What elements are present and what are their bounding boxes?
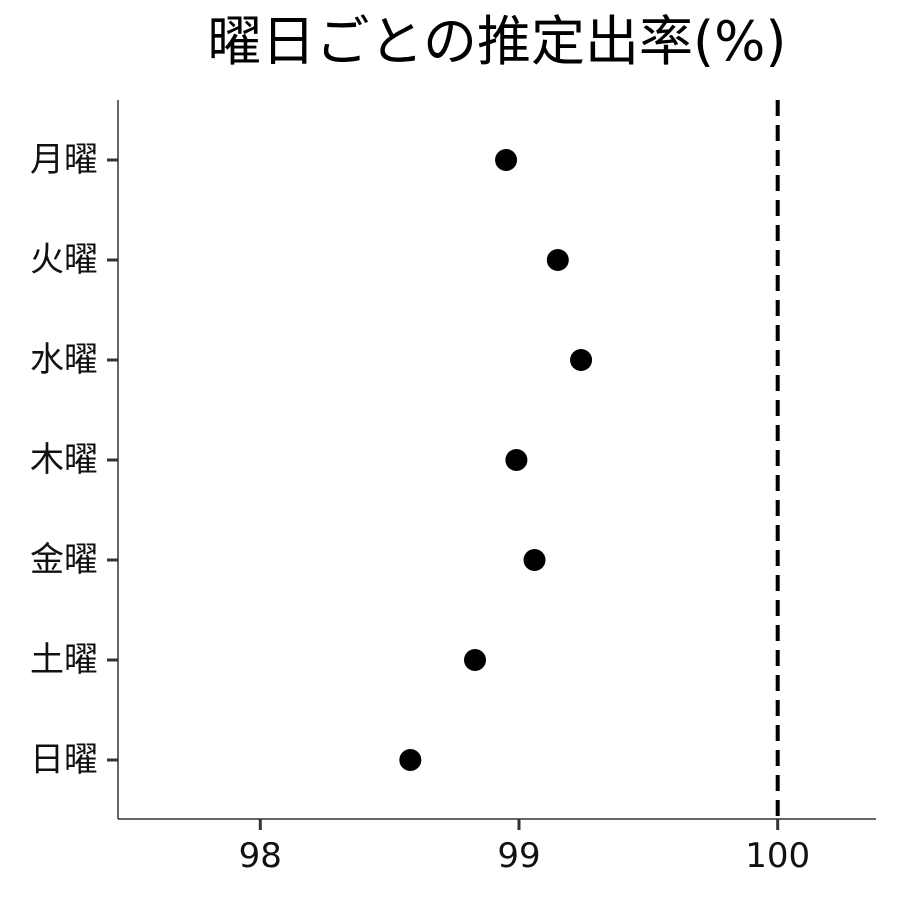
y-tick-label: 日曜 xyxy=(30,740,98,780)
data-point xyxy=(399,749,422,771)
y-tick-label: 金曜 xyxy=(30,540,98,580)
chart-title: 曜日ごとの推定出率(%) xyxy=(207,10,787,73)
data-point xyxy=(523,549,546,571)
data-point xyxy=(546,249,569,271)
data-point xyxy=(570,349,593,371)
data-point xyxy=(464,649,487,671)
x-tick-label: 99 xyxy=(497,836,540,876)
y-tick-label: 月曜 xyxy=(30,140,98,180)
x-tick-label: 98 xyxy=(239,836,282,876)
y-tick-label: 土曜 xyxy=(30,640,98,680)
y-tick-label: 水曜 xyxy=(30,340,98,380)
data-point xyxy=(495,149,518,171)
y-tick-label: 火曜 xyxy=(30,240,98,280)
x-tick-label: 100 xyxy=(745,836,810,876)
data-point xyxy=(505,449,528,471)
y-tick-label: 木曜 xyxy=(30,440,98,480)
